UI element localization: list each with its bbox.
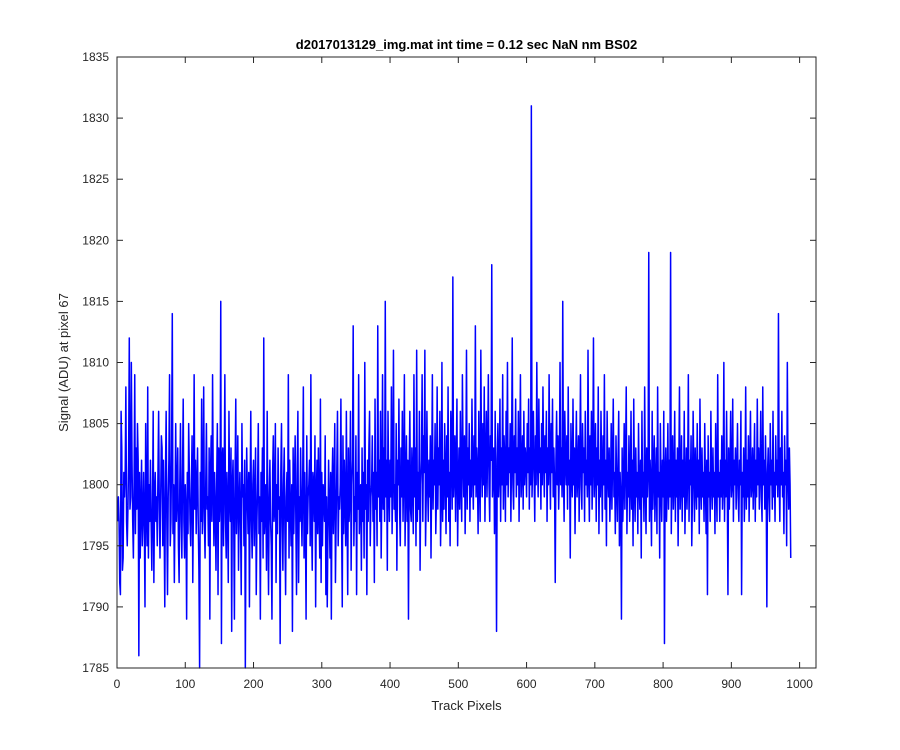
x-tick-label: 500 <box>448 677 468 691</box>
series-layer <box>116 105 792 669</box>
x-tick-label: 100 <box>175 677 195 691</box>
x-tick-label: 200 <box>244 677 264 691</box>
x-tick-label: 400 <box>380 677 400 691</box>
x-tick-label: 900 <box>721 677 741 691</box>
y-tick-label: 1810 <box>82 356 109 370</box>
y-tick-label: 1785 <box>82 661 109 675</box>
series-line-0 <box>116 105 792 669</box>
y-axis-label: Signal (ADU) at pixel 67 <box>56 293 71 432</box>
x-tick-label: 800 <box>653 677 673 691</box>
x-ticks: 0 100 200 300 400 500 600 700 800 900 1000 <box>114 57 813 691</box>
y-tick-label: 1830 <box>82 111 109 125</box>
x-tick-label: 300 <box>312 677 332 691</box>
x-tick-label: 1000 <box>786 677 813 691</box>
y-tick-label: 1790 <box>82 600 109 614</box>
chart-title: d2017013129_img.mat int time = 0.12 sec … <box>296 37 637 52</box>
y-tick-label: 1835 <box>82 50 109 64</box>
y-tick-label: 1800 <box>82 478 109 492</box>
x-tick-label: 700 <box>585 677 605 691</box>
y-tick-label: 1825 <box>82 172 109 186</box>
y-ticks: 1785 1790 1795 1800 1805 1810 1815 1820 1825 1830… <box>82 50 816 675</box>
y-tick-label: 1820 <box>82 233 109 247</box>
x-tick-label: 0 <box>114 677 121 691</box>
x-tick-label: 600 <box>517 677 537 691</box>
y-tick-label: 1805 <box>82 417 109 431</box>
x-axis-label: Track Pixels <box>431 698 502 713</box>
y-tick-label: 1795 <box>82 539 109 553</box>
y-tick-label: 1815 <box>82 294 109 308</box>
